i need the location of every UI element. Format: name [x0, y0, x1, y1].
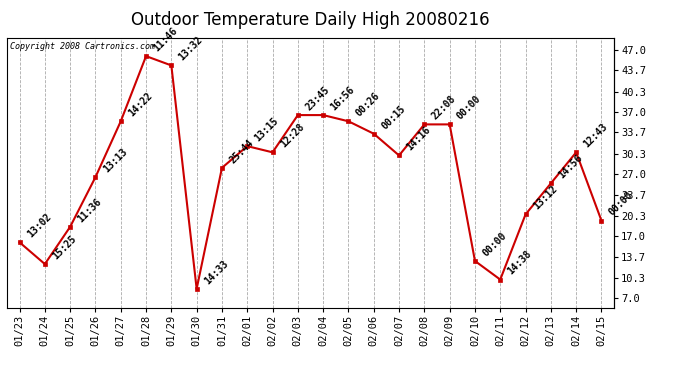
Text: 00:00: 00:00	[480, 230, 509, 258]
Text: 14:56: 14:56	[556, 153, 584, 181]
Text: 11:46: 11:46	[152, 26, 179, 53]
Text: Copyright 2008 Cartronics.com: Copyright 2008 Cartronics.com	[10, 42, 155, 51]
Text: 13:15: 13:15	[253, 116, 281, 143]
Text: 22:08: 22:08	[430, 94, 457, 122]
Text: 23:45: 23:45	[304, 84, 331, 112]
Text: Outdoor Temperature Daily High 20080216: Outdoor Temperature Daily High 20080216	[131, 11, 490, 29]
Text: 13:02: 13:02	[25, 212, 53, 240]
Text: 12:43: 12:43	[582, 122, 609, 150]
Text: 14:38: 14:38	[506, 249, 533, 277]
Text: 14:22: 14:22	[126, 91, 154, 118]
Text: 16:56: 16:56	[328, 84, 357, 112]
Text: 11:36: 11:36	[76, 196, 104, 224]
Text: 00:15: 00:15	[380, 103, 407, 131]
Text: 00:00: 00:00	[607, 190, 635, 218]
Text: 13:12: 13:12	[531, 184, 559, 211]
Text: 12:28: 12:28	[278, 122, 306, 150]
Text: 00:00: 00:00	[455, 94, 483, 122]
Text: 14:16: 14:16	[404, 125, 433, 153]
Text: 13:32: 13:32	[177, 35, 205, 63]
Text: 14:33: 14:33	[202, 258, 230, 286]
Text: 25:44: 25:44	[228, 137, 255, 165]
Text: 15:25: 15:25	[50, 233, 78, 261]
Text: 13:13: 13:13	[101, 147, 129, 174]
Text: 00:26: 00:26	[354, 91, 382, 118]
